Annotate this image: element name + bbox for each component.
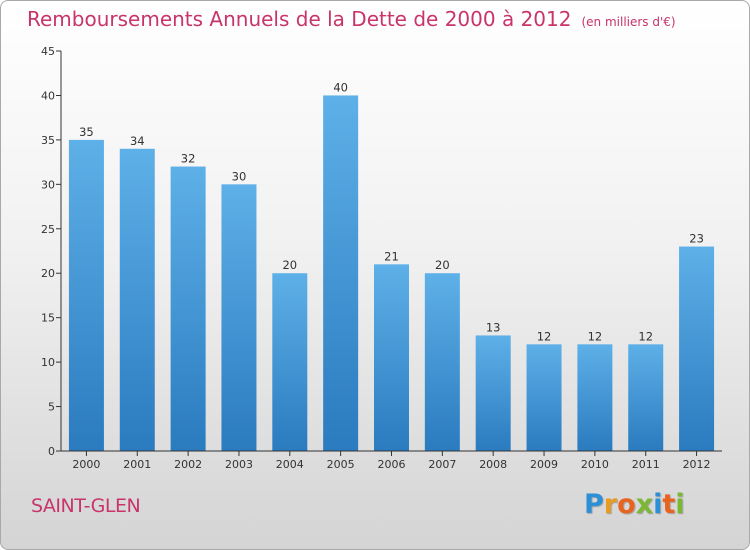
bar-2011[interactable] xyxy=(628,344,664,451)
x-tick-label: 2000 xyxy=(72,458,100,471)
bar-2006[interactable] xyxy=(374,264,409,451)
bar-value-label: 13 xyxy=(486,320,501,334)
location-label: SAINT-GLEN xyxy=(31,495,141,517)
x-tick-label: 2008 xyxy=(479,458,507,471)
bar-2007[interactable] xyxy=(424,273,460,451)
unit-label: (en milliers d'€) xyxy=(581,15,676,29)
x-tick-label: 2003 xyxy=(225,458,253,471)
bar-2004[interactable] xyxy=(272,273,308,451)
bar-2000[interactable] xyxy=(68,139,104,451)
y-tick-label: 0 xyxy=(48,445,55,458)
x-tick-label: 2002 xyxy=(174,458,202,471)
logo-letter: r xyxy=(603,489,618,520)
y-tick-label: 10 xyxy=(41,356,55,369)
bar-value-label: 35 xyxy=(79,125,94,139)
bar-2001[interactable] xyxy=(119,148,155,451)
logo-letter: P xyxy=(584,489,604,520)
x-tick-label: 2001 xyxy=(123,458,151,471)
y-tick-label: 45 xyxy=(41,45,55,58)
y-tick-label: 40 xyxy=(41,89,55,102)
chart-title: Remboursements Annuels de la Dette de 20… xyxy=(27,7,676,31)
x-tick-label: 2011 xyxy=(632,458,660,471)
x-tick-label: 2009 xyxy=(530,458,558,471)
bar-value-label: 40 xyxy=(333,80,348,94)
bar-2002[interactable] xyxy=(170,166,206,452)
y-tick-label: 35 xyxy=(41,134,55,147)
x-tick-label: 2006 xyxy=(378,458,406,471)
y-tick-label: 5 xyxy=(48,401,55,414)
bar-2008[interactable] xyxy=(475,335,511,451)
x-tick-label: 2004 xyxy=(276,458,304,471)
y-axis: 0 5 10 15 20 25 30 35 40 45 xyxy=(41,45,62,458)
x-tick-label: 2010 xyxy=(581,458,609,471)
bar-value-label: 34 xyxy=(130,134,145,148)
x-axis: 2000 2001 2002 2003 2004 2005 2006 2007 2008 2009… xyxy=(61,450,722,471)
y-tick-label: 25 xyxy=(41,223,55,236)
bar-value-label: 20 xyxy=(435,258,450,272)
y-tick-label: 20 xyxy=(41,267,55,280)
bar-value-label: 12 xyxy=(588,329,603,343)
bar-value-label: 12 xyxy=(537,329,552,343)
bar-2012[interactable] xyxy=(679,246,715,451)
bars: 35 34 32 30 20 40 21 20 13 12 12 12 23 xyxy=(68,80,715,452)
logo-letter: i xyxy=(675,489,685,520)
y-tick-label: 15 xyxy=(41,312,55,325)
logo-letter: i xyxy=(653,489,663,520)
y-tick-label: 30 xyxy=(41,178,55,191)
x-tick-label: 2007 xyxy=(428,458,456,471)
logo-letter: t xyxy=(662,489,676,520)
bar-value-label: 21 xyxy=(384,249,399,263)
bar-value-label: 23 xyxy=(689,232,704,246)
logo-letter: o xyxy=(617,489,636,520)
logo-letter: x xyxy=(635,489,654,520)
bar-value-label: 12 xyxy=(638,329,653,343)
bar-value-label: 32 xyxy=(181,152,196,166)
bar-2009[interactable] xyxy=(526,344,562,451)
bar-value-label: 30 xyxy=(232,169,247,183)
x-tick-label: 2012 xyxy=(683,458,711,471)
bar-2003[interactable] xyxy=(221,184,257,452)
bar-2005[interactable] xyxy=(323,95,359,451)
bar-value-label: 20 xyxy=(282,258,297,272)
bar-2010[interactable] xyxy=(577,344,613,451)
x-tick-label: 2005 xyxy=(327,458,355,471)
proxiti-logo[interactable]: Proxiti xyxy=(584,489,685,520)
title-text: Remboursements Annuels de la Dette de 20… xyxy=(27,7,572,31)
